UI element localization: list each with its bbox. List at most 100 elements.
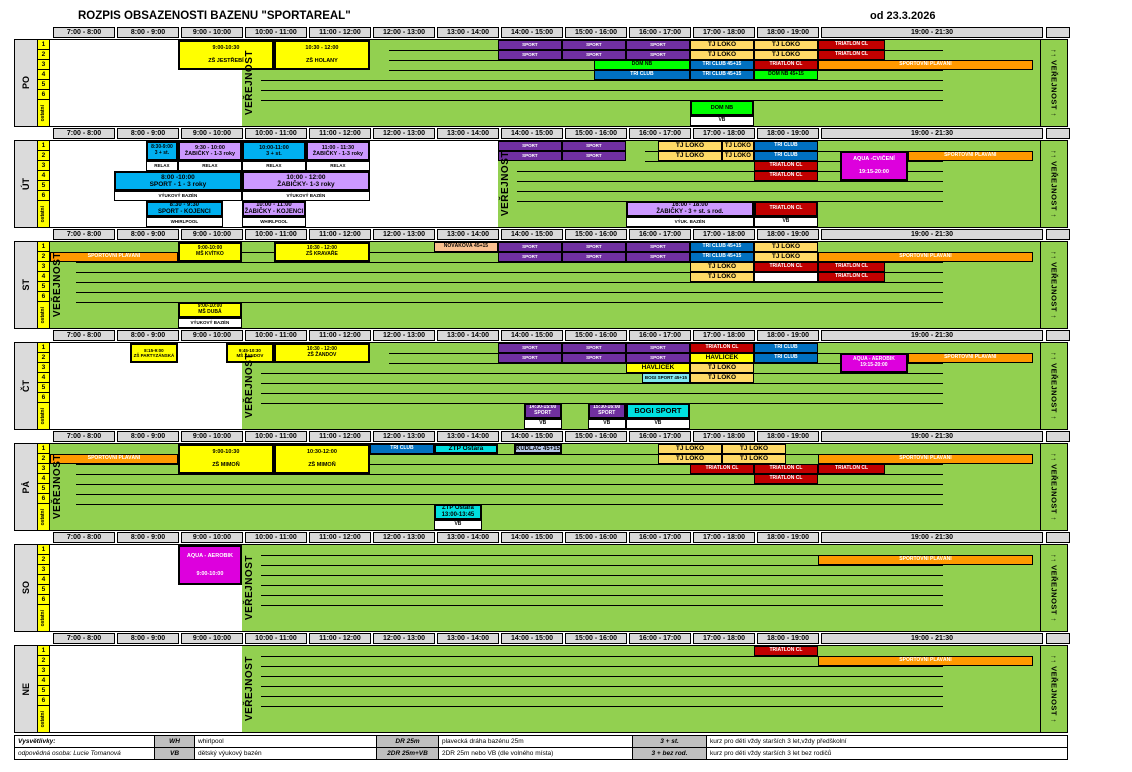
- schedule-block: SPORTOVNÍ PLAVÁNÍ: [817, 555, 1033, 565]
- schedule-block: VB: [587, 419, 626, 429]
- schedule-block: 14:30-15:00 SPORT: [523, 403, 562, 419]
- time-header-cell: 13:00 - 14:00: [437, 27, 499, 38]
- right-public-label: ↑↑ VEŘEJNOST ↑: [1049, 554, 1059, 622]
- public-label-wrap: VEŘEJNOST: [244, 646, 255, 732]
- time-header-cell: 16:00 - 17:00: [629, 532, 691, 543]
- lane-line: [261, 393, 944, 394]
- lane-number-2: 2: [37, 252, 49, 262]
- schedule-block: RELAX: [177, 161, 242, 171]
- lane-number-5: 5: [37, 585, 49, 595]
- public-area: [49, 504, 1041, 530]
- lane-number-ostatní: ostatní: [37, 302, 49, 328]
- day-body: ČT 1 2 3 4 5 6 ostatní VEŘEJNOST 8:15-9:00 ZŠ PART…: [14, 342, 1068, 430]
- lane-line: [75, 262, 944, 263]
- lane-number-5: 5: [37, 80, 49, 90]
- public-area: [497, 181, 1041, 191]
- lane-number-6: 6: [37, 393, 49, 403]
- time-header-cell: 7:00 - 8:00: [53, 431, 115, 442]
- public-area: [625, 151, 1041, 161]
- schedule-block: TJ LOKO: [753, 252, 818, 262]
- schedule-block: TJ LOKO: [721, 141, 754, 151]
- schedule-block: TRI CLUB: [753, 343, 818, 353]
- schedule-block: TRIATLON CL: [753, 646, 818, 656]
- schedule-block: TJ LOKO: [689, 373, 754, 383]
- time-header-cell: 8:00 - 9:00: [117, 431, 179, 442]
- lane-number-6: 6: [37, 494, 49, 504]
- day-block-ÚT: 7:00 - 8:00 8:00 - 9:00 9:00 - 10:00 10:00 …: [14, 127, 1072, 228]
- lane-number-1: 1: [37, 343, 49, 353]
- legend-key: WH: [155, 736, 195, 747]
- day-label: ÚT: [20, 178, 31, 190]
- lane-number-ostatní: ostatní: [37, 504, 49, 530]
- public-label: VEŘEJNOST: [51, 252, 63, 318]
- schedule-block: VB: [753, 217, 818, 227]
- schedule-block: TJ LOKO: [721, 444, 786, 454]
- schedule-block: SPORT: [561, 252, 626, 262]
- time-header-cell: 14:00 - 15:00: [501, 431, 563, 442]
- time-header-cell: 8:00 - 9:00: [117, 27, 179, 38]
- day-body: ST 1 2 3 4 5 6 ostatní VEŘEJNOST SPORTOVNÍ PLAVÁN…: [14, 241, 1068, 329]
- time-header-row: 7:00 - 8:00 8:00 - 9:00 9:00 - 10:00 10:00 …: [14, 127, 1072, 140]
- schedule-block: SPORT: [497, 252, 562, 262]
- public-area: [241, 605, 1041, 631]
- lane-number-2: 2: [37, 555, 49, 565]
- lane-number-label: ostatní: [40, 306, 47, 324]
- time-header-cell: 15:00 - 16:00: [565, 128, 627, 139]
- lane-number-5: 5: [37, 181, 49, 191]
- schedule-block: TRIATLON CL: [817, 262, 886, 272]
- schedule-block: SPORTOVNÍ PLAVÁNÍ: [49, 252, 178, 262]
- lane-line: [261, 373, 944, 374]
- lane-number-column: 1 2 3 4 5 6 ostatní: [37, 646, 50, 732]
- day-label: SO: [20, 581, 31, 595]
- day-label: NE: [20, 682, 31, 696]
- lane-number-label: ostatní: [40, 205, 47, 223]
- lane-line: [261, 656, 944, 657]
- public-area: [497, 191, 1041, 201]
- schedule-block: TRIATLON CL: [817, 272, 886, 282]
- public-label: VEŘEJNOST: [243, 50, 255, 116]
- schedule-block: 9:00-10:00 MŠ KVÍTKO: [177, 242, 242, 262]
- schedule-block: SPORTOVNÍ PLAVÁNÍ: [817, 454, 1033, 464]
- lane-number-label: ostatní: [40, 609, 47, 627]
- time-header-row: 7:00 - 8:00 8:00 - 9:00 9:00 - 10:00 10:00 …: [14, 329, 1072, 342]
- schedule-block: AQUA - AEROBIK 19:15-20:00: [840, 353, 908, 373]
- time-header-cell: 12:00 - 13:00: [373, 633, 435, 644]
- time-header-cell: 17:00 - 18:00: [693, 229, 755, 240]
- lane-line: [261, 585, 944, 586]
- time-header-cell: 13:00 - 14:00: [437, 128, 499, 139]
- public-area: [49, 282, 1041, 292]
- time-header-cell: 10:00 - 11:00: [245, 532, 307, 543]
- right-public-column: ↑↑ VEŘEJNOST ↑: [1040, 646, 1067, 732]
- day-body: SO 1 2 3 4 5 6 ostatní VEŘEJNOST AQUA - AEROBIK 9:…: [14, 544, 1068, 632]
- lane-number-2: 2: [37, 454, 49, 464]
- timeline: VEŘEJNOST AQUA - AEROBIK 9:00-10:00 SPORTOV…: [49, 545, 1041, 631]
- public-area: [241, 686, 1041, 696]
- time-header-cell: 12:00 - 13:00: [373, 330, 435, 341]
- schedule-block: 10:00 - 12:00 ŽABIČKY- 1-3 roky: [241, 171, 370, 191]
- day-label: PO: [20, 76, 31, 90]
- time-header-cell: 17:00 - 18:00: [693, 128, 755, 139]
- public-area: [241, 80, 1041, 90]
- timeline: VEŘEJNOST 8:30-9:00 3 + st. RELAX 9:30 - 10:…: [49, 141, 1041, 227]
- schedule-block: SPORT: [625, 50, 690, 60]
- lane-line: [261, 666, 944, 667]
- time-header-cell: 19:00 - 21:30: [821, 128, 1043, 139]
- time-header-cell: 16:00 - 17:00: [629, 128, 691, 139]
- time-header-cell: 17:00 - 18:00: [693, 532, 755, 543]
- lane-number-label: ostatní: [40, 710, 47, 728]
- time-header-cell: 16:00 - 17:00: [629, 431, 691, 442]
- schedule-block: ZTP Ostara: [433, 444, 498, 454]
- time-header-cell: 9:00 - 10:00: [181, 431, 243, 442]
- time-header-cell: 11:00 - 12:00: [309, 128, 371, 139]
- time-header-cell: 7:00 - 8:00: [53, 128, 115, 139]
- lane-line: [75, 292, 944, 293]
- time-header-row: 7:00 - 8:00 8:00 - 9:00 9:00 - 10:00 10:00 …: [14, 228, 1072, 241]
- right-public-column: ↑↑ VEŘEJNOST ↑: [1040, 242, 1067, 328]
- public-area: [49, 494, 1041, 504]
- lane-number-1: 1: [37, 444, 49, 454]
- schedule-block: BOGI SPORT 45+15: [641, 373, 690, 383]
- schedule-block: WHIRLPOOL: [145, 217, 223, 227]
- public-area: [241, 666, 1041, 676]
- lane-line: [261, 696, 944, 697]
- time-header-cell: 7:00 - 8:00: [53, 633, 115, 644]
